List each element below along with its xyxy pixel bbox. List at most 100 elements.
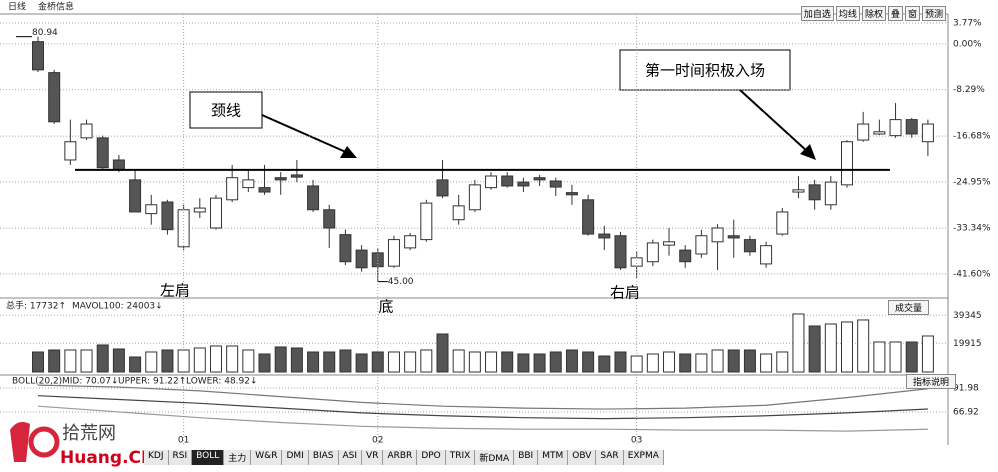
candle-body [112,159,125,171]
candle-body [921,123,934,143]
indicator-tab[interactable]: ARBR [383,450,418,465]
volume-bar [226,345,239,373]
indicator-tab[interactable]: W&R [251,450,283,465]
candle-body [80,123,93,139]
candle-body [695,235,708,255]
volume-bar [290,347,303,373]
candle-body [64,141,77,161]
candle-body [727,235,740,239]
volume-bar [679,353,692,373]
toolbar-button[interactable]: 预测 [921,6,946,21]
volume-bar [598,355,611,373]
candle-body [436,179,449,197]
boll-line [37,405,928,432]
candle-body [193,207,206,213]
volume-bar [96,344,109,373]
toolbar-button[interactable]: 加自选 [800,6,834,21]
watermark-site: Huang.CN [60,448,155,468]
volume-bar [841,321,853,373]
y-tick-label: 66.92 [953,408,979,418]
toolbar-button[interactable]: 除权 [861,6,886,21]
volume-bar [792,313,805,373]
indicator-tab[interactable]: ASI [338,450,363,465]
candle-body [290,174,303,178]
volume-bar [517,353,530,373]
y-tick-label: 3.77% [953,19,982,29]
indicator-tab[interactable]: BIAS [308,450,339,465]
volume-bar [776,351,789,373]
volume-bar [727,349,740,373]
indicator-tab[interactable]: BBI [514,450,539,465]
candle-body [776,211,789,235]
logo [10,422,30,462]
volume-bar [112,348,125,373]
candle-body [48,72,61,123]
annotation-box [619,49,791,91]
volume-bar [921,335,934,373]
toolbar: 加自选 均线 除权叠窗预测 [800,6,946,21]
candle-body [582,199,595,235]
volume-bar [485,351,498,373]
candle-body [630,257,643,267]
candle-body [711,227,724,243]
candle-body [404,235,417,249]
annotation-box [189,91,263,129]
y-tick-label: -41.60% [953,269,991,279]
candle-body [307,185,320,211]
volume-bar [129,356,142,373]
y-tick-label: -16.68% [953,132,991,142]
indicator-help[interactable]: 指标说明 [906,374,957,389]
indicator-tab[interactable]: 新DMA [475,450,515,465]
candle-body [209,197,222,229]
volume-bar [48,349,61,373]
indicator-tab[interactable]: MTM [538,450,569,465]
volume-bar [177,349,190,373]
volume-bar [258,353,271,373]
toolbar-button[interactable]: 叠 [887,6,903,21]
watermark-brand: 拾荒网 [62,423,116,444]
annotation: 右肩 [610,284,640,302]
candle-body [824,181,837,206]
indicator-tab[interactable]: OBV [568,450,597,465]
volume-bar [501,351,514,373]
candle-body [792,189,805,193]
indicator-tab[interactable]: RSI [168,450,193,465]
high-price: 80.94 [32,28,58,38]
volume-bar [307,351,320,373]
indicator-tab[interactable]: 主力 [224,450,252,465]
arrow-head [800,144,816,160]
indicator-tab[interactable]: DMI [282,450,309,465]
indicator-tab[interactable]: EXPMA [623,450,664,465]
candle-body [565,192,578,196]
volume-bar [663,351,676,373]
candle-body [355,249,368,269]
candle-body [96,137,109,169]
toolbar-button[interactable]: 窗 [904,6,920,21]
volume-bar [323,351,336,373]
volume-bar [695,353,708,373]
volume-bar [80,349,93,373]
indicator-tab[interactable]: BOLL [192,450,225,465]
volume-bar [808,325,821,373]
volume-button[interactable]: 成交量 [888,300,930,315]
arrow-head [340,146,357,158]
indicator-tab[interactable]: TRIX [445,450,476,465]
volume-bar [355,353,368,373]
volume-bar [209,345,222,373]
candle-body [679,249,692,263]
volume-bar [436,333,449,373]
boll-header: BOLL(20,2) [12,377,62,387]
candle-body [614,235,627,269]
indicator-tab[interactable]: DPO [417,450,446,465]
stock-name: 金桥信息 [38,1,74,13]
candle-body [841,141,853,186]
indicator-tab[interactable]: VR [362,450,384,465]
toolbar-button[interactable]: 均线 [835,6,860,21]
volume-bar [582,351,595,373]
indicator-tab[interactable]: KDJ [144,450,169,465]
boll-line [37,395,928,420]
y-tick-label: -8.29% [953,85,985,95]
volume-header: MAVOL100: 24003↓ [72,302,163,312]
indicator-tab[interactable]: SAR [596,450,624,465]
